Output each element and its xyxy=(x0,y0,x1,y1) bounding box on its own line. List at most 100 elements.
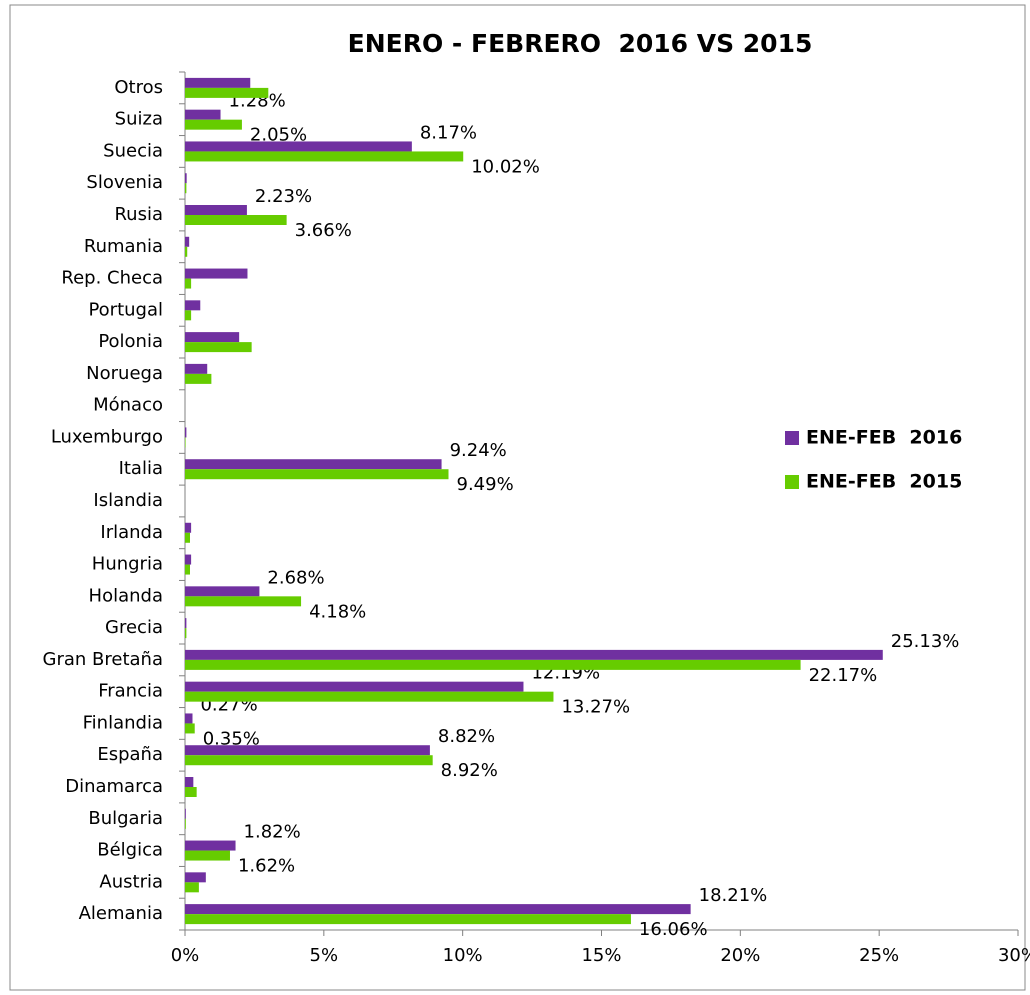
bar xyxy=(185,628,187,639)
x-tick-label: 15% xyxy=(581,945,621,966)
bar xyxy=(185,119,242,130)
y-tick-label: Finlandia xyxy=(83,712,163,733)
bar xyxy=(185,300,201,311)
x-tick-label: 25% xyxy=(859,945,899,966)
bar xyxy=(185,872,206,883)
bar xyxy=(185,183,187,194)
bar xyxy=(185,141,412,152)
y-tick-label: Holanda xyxy=(89,585,163,606)
bar xyxy=(185,713,193,724)
y-tick-label: Alemania xyxy=(79,903,163,924)
data-label: 8.17% xyxy=(420,122,477,143)
y-tick-label: Francia xyxy=(98,681,163,702)
data-label: 8.82% xyxy=(438,726,495,747)
legend-swatch xyxy=(785,431,799,445)
x-tick-label: 0% xyxy=(171,945,200,966)
y-tick-label: Suecia xyxy=(103,140,163,161)
x-tick-label: 30% xyxy=(998,945,1030,966)
y-tick-label: España xyxy=(97,744,163,765)
bar xyxy=(185,882,199,893)
data-label: 1.62% xyxy=(238,856,295,877)
bar xyxy=(185,681,524,692)
data-label: 10.02% xyxy=(471,156,540,177)
bar xyxy=(185,840,236,851)
bar xyxy=(185,850,230,861)
y-tick-label: Italia xyxy=(119,458,163,479)
data-label: 13.27% xyxy=(561,697,630,718)
y-tick-label: Grecia xyxy=(105,617,163,638)
bar xyxy=(185,564,190,575)
y-tick-label: Bulgaria xyxy=(88,808,163,829)
bar xyxy=(185,723,195,734)
y-tick-label: Mónaco xyxy=(93,395,163,416)
bar xyxy=(185,522,192,533)
y-tick-label: Islandia xyxy=(93,490,163,511)
bar xyxy=(185,532,190,543)
data-label: 3.66% xyxy=(295,220,352,241)
bar xyxy=(185,342,252,353)
bar xyxy=(185,745,430,756)
data-label: 9.24% xyxy=(450,440,507,461)
y-tick-label: Luxemburgo xyxy=(51,426,163,447)
data-label: 16.06% xyxy=(639,919,708,940)
chart-frame xyxy=(9,4,1026,991)
bar xyxy=(185,777,194,787)
data-label: 0.35% xyxy=(203,728,260,749)
y-tick-label: Austria xyxy=(99,871,163,892)
data-label: 8.92% xyxy=(441,760,498,781)
y-tick-label: Noruega xyxy=(86,363,163,384)
bar xyxy=(185,818,186,829)
data-label: 25.13% xyxy=(891,631,960,652)
bar xyxy=(185,808,186,819)
bar xyxy=(185,310,192,321)
legend-swatch xyxy=(785,475,799,489)
bar xyxy=(185,278,192,289)
bar xyxy=(185,659,801,670)
bar xyxy=(185,755,433,766)
bar xyxy=(185,691,554,702)
bar xyxy=(185,246,188,257)
x-tick-label: 20% xyxy=(720,945,760,966)
data-label: 22.17% xyxy=(809,665,878,686)
data-label: 4.18% xyxy=(309,601,366,622)
bar xyxy=(185,215,287,225)
bar xyxy=(185,459,442,470)
bar xyxy=(185,87,269,98)
y-tick-label: Rumania xyxy=(84,236,163,257)
bar xyxy=(185,427,187,438)
data-label: 9.49% xyxy=(457,474,514,495)
bar xyxy=(185,596,302,607)
bar xyxy=(185,268,248,279)
bar xyxy=(185,109,221,120)
legend-label: ENE-FEB 2015 xyxy=(806,471,962,493)
bar xyxy=(185,437,186,448)
bar xyxy=(185,363,208,374)
y-tick-label: Rep. Checa xyxy=(61,268,163,289)
y-tick-label: Otros xyxy=(114,77,163,98)
x-tick-label: 5% xyxy=(310,945,339,966)
y-tick-label: Portugal xyxy=(88,299,163,320)
y-tick-label: Irlanda xyxy=(100,522,163,543)
y-tick-label: Rusia xyxy=(114,204,163,225)
y-tick-label: Dinamarca xyxy=(65,776,163,797)
bar xyxy=(185,618,187,629)
y-tick-label: Gran Bretaña xyxy=(43,649,163,670)
y-tick-label: Polonia xyxy=(98,331,163,352)
legend-label: ENE-FEB 2016 xyxy=(806,427,962,449)
bar xyxy=(185,649,883,660)
data-label: 1.82% xyxy=(244,822,301,843)
bar xyxy=(185,151,464,162)
bar xyxy=(185,914,631,925)
y-tick-label: Hungria xyxy=(92,554,163,575)
data-label: 18.21% xyxy=(699,885,768,906)
chart-title: ENERO - FEBRERO 2016 VS 2015 xyxy=(348,29,813,58)
bar xyxy=(185,373,212,384)
data-label: 2.68% xyxy=(267,567,324,588)
bar xyxy=(185,554,192,565)
y-tick-label: Slovenia xyxy=(86,172,163,193)
bar xyxy=(185,787,197,797)
bar xyxy=(185,236,190,247)
y-tick-label: Suiza xyxy=(115,109,163,130)
bar xyxy=(185,77,251,88)
